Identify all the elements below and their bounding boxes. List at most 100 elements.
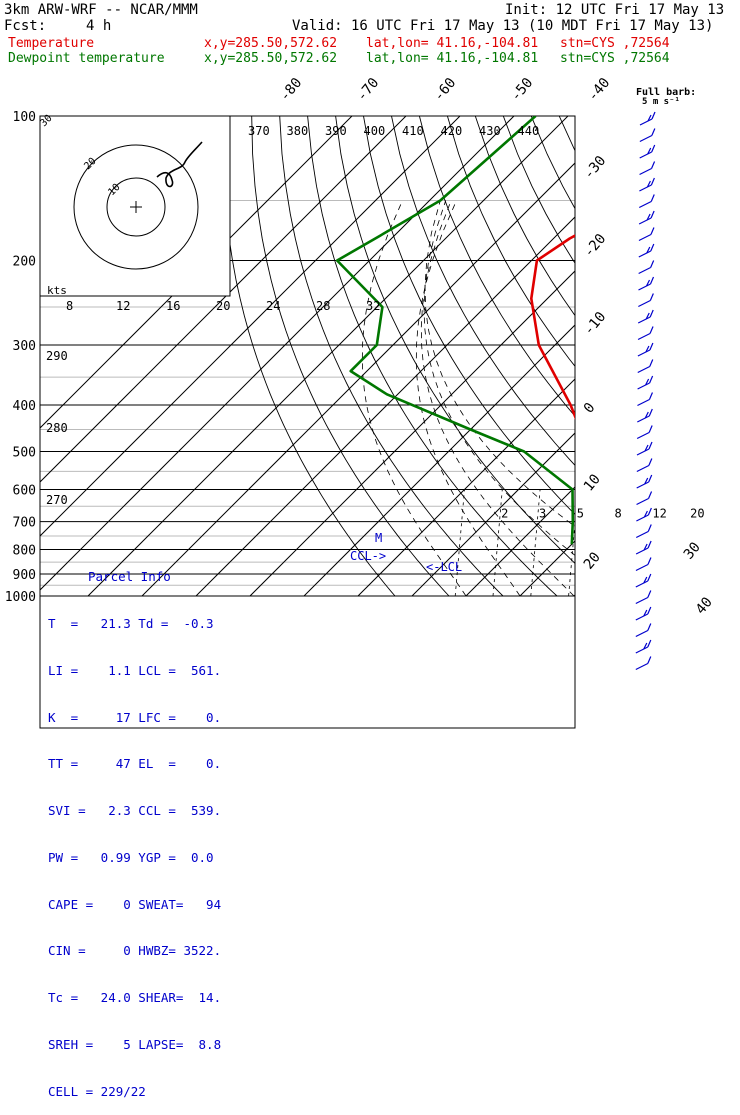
parcel-info-row: TT = 47 EL = 0. [48, 756, 222, 772]
dry-adiabat-line [502, 116, 575, 264]
pressure-tick-label: 900 [13, 568, 36, 583]
wind-barb-flag [647, 507, 652, 516]
init-time: Init: 12 UTC Fri 17 May 13 [505, 2, 725, 18]
forecast-label: Fcst: [4, 18, 47, 34]
wind-barb-flag [647, 656, 652, 664]
isotherm-line [411, 432, 575, 597]
wind-barb-flag [645, 312, 650, 320]
wind-barb-flag [643, 543, 648, 551]
dewpoint-xy: x,y=285.50,572.62 [204, 51, 338, 66]
wind-barb [635, 596, 649, 605]
dewpoint-station: stn=CYS ,72564 [560, 51, 670, 66]
wind-barb [636, 514, 649, 522]
wind-barb-flag [649, 309, 654, 318]
wind-barb [638, 217, 652, 225]
wind-barb-flag [651, 111, 656, 120]
hodograph-ring [106, 177, 166, 237]
moist-adiabat-line [420, 200, 575, 597]
dry-adiabat-line [474, 116, 575, 317]
pressure-tick-label: 700 [13, 516, 36, 531]
barb-legend-title: Full barb: [636, 87, 696, 98]
dry-adiabat-line [727, 116, 740, 596]
parcel-info-row: T = 21.3 Td = -0.3 [48, 615, 214, 631]
isotherm-line [40, 116, 461, 537]
dry-adiabat-line [335, 116, 575, 564]
wind-barb [637, 382, 650, 390]
wind-barb [635, 580, 649, 588]
m-marker: M [375, 531, 382, 545]
pressure-tick-label: 800 [13, 543, 36, 558]
wind-barb-flag [647, 573, 652, 582]
lcl-marker: <-LCL [426, 560, 462, 574]
isotherm-top-label: -40 [585, 75, 614, 105]
wind-barb-flag [647, 147, 652, 155]
mixing-ratio-label: 8 [615, 507, 622, 521]
dry-adiabat-line [251, 116, 450, 597]
wind-barb [635, 646, 649, 654]
wind-barb [637, 316, 651, 324]
dry-adiabat-line [530, 116, 575, 210]
pressure-tick-label: 500 [13, 446, 36, 461]
wind-barb [635, 662, 649, 671]
wind-barb-flag [650, 243, 655, 252]
wind-barb-flag [643, 609, 648, 617]
isotherm-top-label: -80 [277, 75, 306, 105]
isotherm-line [40, 116, 407, 483]
wind-barb-flag [647, 639, 652, 648]
isotherm-top-label: -70 [354, 75, 383, 105]
mixing-ratio-label: 3 [539, 507, 546, 521]
hodograph-trace [156, 141, 203, 188]
wind-barb-flag [647, 557, 652, 565]
dewpoint-legend: Dewpoint temperature [8, 51, 165, 66]
wind-barb-flag [649, 326, 654, 334]
model-title: 3km ARW-WRF -- NCAR/MMM [4, 2, 198, 18]
parcel-info-row: CAPE = 0 SWEAT= 94 [48, 896, 222, 912]
wind-barb-flag [643, 642, 648, 650]
wind-barb [635, 530, 649, 539]
wind-barb-flag [650, 210, 655, 219]
wind-barb-flag [646, 180, 651, 188]
wind-barb [635, 547, 649, 555]
isotherm-right-label: 20 [581, 549, 604, 572]
wind-barb-flag [647, 114, 652, 122]
wind-barb-flag [649, 342, 654, 351]
background-lines [40, 116, 740, 597]
wind-barb [635, 613, 649, 621]
isotherm-right-label: -20 [581, 231, 610, 261]
wind-barb-flag [647, 623, 652, 631]
parcel-info-row: LI = 1.1 LCL = 561. [48, 662, 222, 678]
wind-barb [638, 283, 651, 291]
theta-label: 440 [518, 124, 540, 138]
wind-barb [639, 118, 653, 126]
hodo-units-label: kts [47, 284, 67, 297]
wind-barb [639, 184, 652, 192]
hodo-speed-label: 32 [366, 299, 380, 313]
mixing-ratio-line [606, 490, 615, 596]
isotherm-right-label: 30 [681, 539, 704, 562]
isotherm-line [357, 378, 575, 597]
wind-barb [636, 481, 649, 489]
wind-barb-flag [648, 408, 653, 417]
theta-label: 270 [46, 493, 68, 507]
theta-label: 420 [441, 124, 463, 138]
moist-adiabat-line [361, 200, 467, 597]
wind-barb [639, 167, 652, 176]
isotherm-line [141, 162, 575, 597]
wind-barb-flag [651, 144, 656, 153]
parcel-info-row: SREH = 5 LAPSE= 8.8 [48, 1037, 222, 1052]
wind-barb-flag [651, 128, 656, 136]
wind-barb-flag [649, 293, 654, 301]
wind-barb-flag [644, 477, 649, 485]
parcel-info-row: CIN = 0 HWBZ= 3522. [48, 943, 222, 959]
hodo-speed-label: 12 [116, 299, 130, 313]
wind-barb-flag [650, 194, 655, 202]
wind-barb-flag [645, 345, 650, 353]
theta-label: 380 [287, 124, 309, 138]
pressure-tick-label: 100 [13, 110, 36, 125]
isotherm-line [573, 594, 575, 597]
wind-barb [637, 349, 651, 357]
mixing-ratio-line [492, 489, 503, 597]
isotherm-line [195, 216, 575, 597]
dry-adiabat-line [418, 116, 575, 417]
